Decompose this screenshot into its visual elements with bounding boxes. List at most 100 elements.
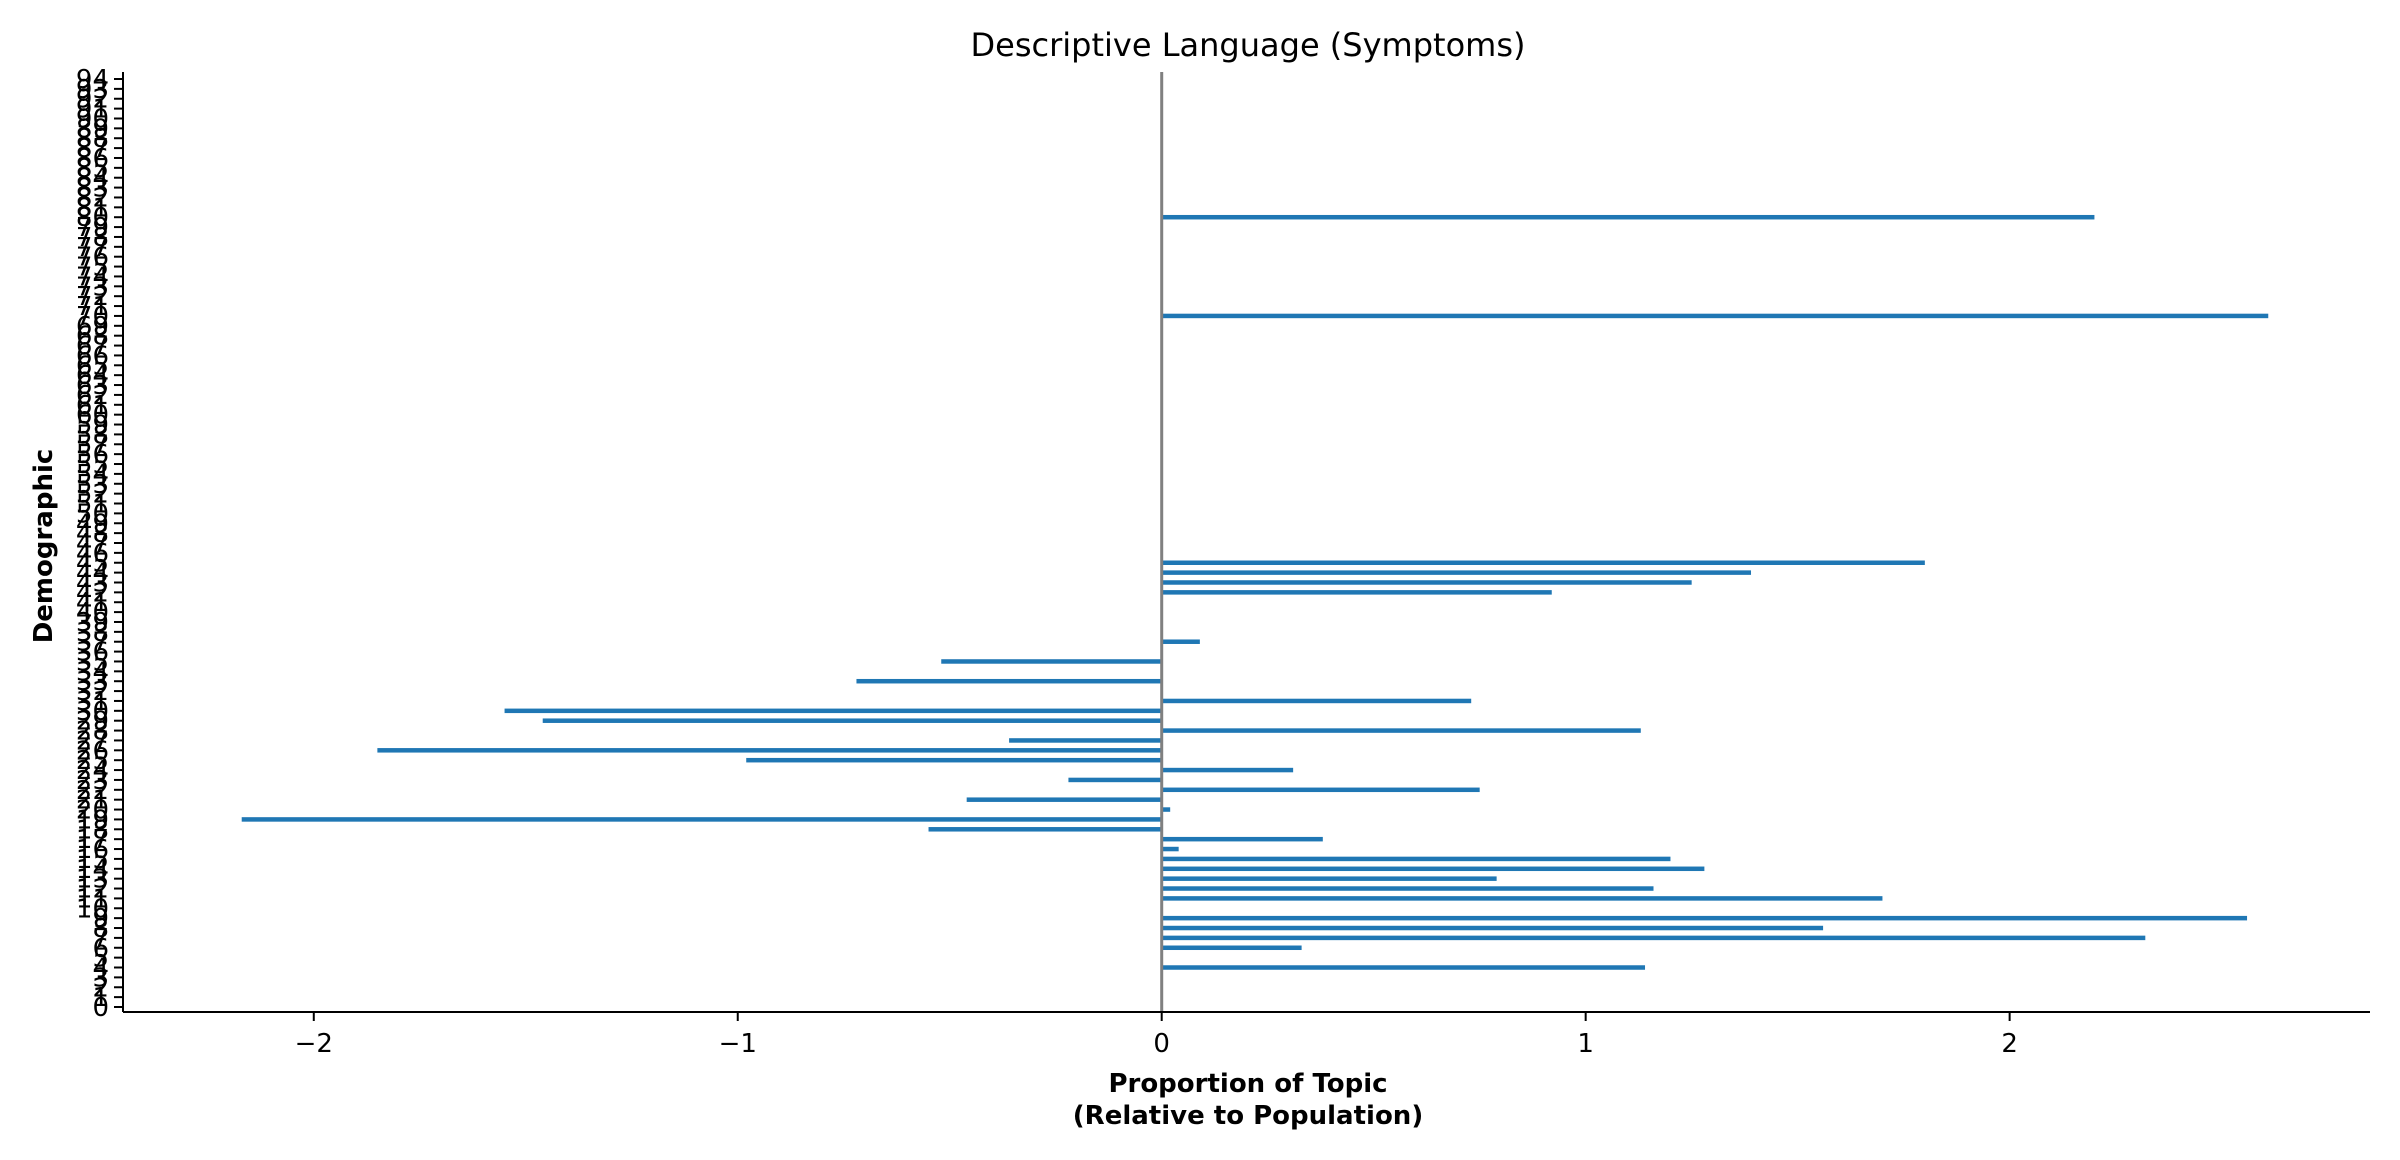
bar-80 xyxy=(1161,214,2095,220)
y-ticks-layer: 0123456789101112131415161718192021222324… xyxy=(76,65,123,1023)
y-tick-label: 33 xyxy=(76,667,109,697)
y-tick-label: 23 xyxy=(76,766,109,796)
y-tick-label: 13 xyxy=(76,865,109,895)
bar-8 xyxy=(1161,925,1824,931)
bar-44 xyxy=(1161,570,1752,575)
y-tick-label: 2 xyxy=(92,973,109,1003)
y-tick-label: 43 xyxy=(76,568,109,598)
y-tick-label: 24 xyxy=(76,756,109,786)
bar-27 xyxy=(1009,738,1162,743)
y-tick-label: 53 xyxy=(76,470,109,500)
y-tick-label: 89 xyxy=(76,114,109,144)
y-tick-label: 16 xyxy=(76,835,109,865)
bar-18 xyxy=(928,827,1162,832)
y-tick-label: 44 xyxy=(76,559,109,589)
y-tick-label: 62 xyxy=(76,381,109,411)
y-tick-label: 32 xyxy=(76,677,109,707)
x-axis-label-line-2: (Relative to Population) xyxy=(1073,1101,1423,1131)
chart-title: Descriptive Language (Symptoms) xyxy=(971,26,1526,64)
bar-35 xyxy=(941,659,1162,664)
y-tick-label: 57 xyxy=(76,430,109,460)
x-ticks-layer: −2 −1 0 1 2 xyxy=(295,1012,2018,1059)
y-tick-label: 92 xyxy=(76,85,109,115)
bar-4 xyxy=(1161,965,1646,970)
y-axis-label: Demographic xyxy=(29,449,59,644)
y-tick-label: 68 xyxy=(76,322,109,352)
y-tick-label: 3 xyxy=(92,963,109,993)
y-tick-label: 58 xyxy=(76,420,109,450)
bar-6 xyxy=(1161,945,1302,951)
y-tick-label: 31 xyxy=(76,687,109,717)
bar-20 xyxy=(1161,807,1171,812)
y-tick-label: 88 xyxy=(76,124,109,154)
y-tick-label: 29 xyxy=(76,707,109,737)
y-tick-label: 70 xyxy=(76,302,109,332)
y-tick-label: 15 xyxy=(76,845,109,875)
bar-14 xyxy=(1161,866,1705,872)
y-tick-label: 39 xyxy=(76,608,109,638)
y-tick-label: 28 xyxy=(76,717,109,747)
y-tick-label: 1 xyxy=(92,983,109,1013)
y-tick-label: 84 xyxy=(76,164,109,194)
y-tick-label: 93 xyxy=(76,75,109,105)
y-tick-label: 76 xyxy=(76,243,109,273)
x-tick-label: 0 xyxy=(1153,1029,1170,1059)
bars-layer xyxy=(241,214,2269,970)
y-tick-label: 55 xyxy=(76,450,109,480)
bar-31 xyxy=(1161,698,1472,704)
y-tick-label: 82 xyxy=(76,183,109,213)
y-tick-label: 54 xyxy=(76,460,109,490)
y-tick-label: 27 xyxy=(76,726,109,756)
bar-26 xyxy=(377,748,1162,753)
y-tick-label: 80 xyxy=(76,203,109,233)
y-tick-label: 90 xyxy=(76,104,109,134)
y-tick-label: 37 xyxy=(76,628,109,658)
y-tick-label: 40 xyxy=(76,598,109,628)
x-axis-label-line-1: Proportion of Topic xyxy=(1108,1069,1387,1099)
y-tick-label: 22 xyxy=(76,776,109,806)
y-tick-label: 11 xyxy=(76,884,109,914)
y-tick-label: 91 xyxy=(76,95,109,125)
y-tick-label: 47 xyxy=(76,529,109,559)
x-tick-label: −2 xyxy=(295,1029,333,1059)
y-tick-label: 34 xyxy=(76,657,109,687)
x-tick-label: 2 xyxy=(2001,1029,2018,1059)
y-tick-label: 67 xyxy=(76,332,109,362)
bar-11 xyxy=(1161,896,1883,901)
bar-17 xyxy=(1161,836,1323,842)
y-tick-label: 74 xyxy=(76,262,109,292)
y-tick-label: 85 xyxy=(76,154,109,184)
y-tick-label: 59 xyxy=(76,411,109,441)
y-tick-label: 20 xyxy=(76,796,109,826)
bar-15 xyxy=(1161,856,1671,862)
y-tick-label: 63 xyxy=(76,371,109,401)
y-tick-label: 81 xyxy=(76,193,109,223)
y-tick-label: 49 xyxy=(76,509,109,539)
y-tick-label: 79 xyxy=(76,213,109,243)
bar-24 xyxy=(1161,767,1294,773)
y-tick-label: 8 xyxy=(92,914,109,944)
y-tick-label: 73 xyxy=(76,272,109,302)
y-tick-label: 4 xyxy=(92,954,109,984)
y-tick-label: 25 xyxy=(76,746,109,776)
y-tick-label: 10 xyxy=(76,894,109,924)
y-tick-label: 19 xyxy=(76,805,109,835)
y-tick-label: 77 xyxy=(76,233,109,263)
y-tick-label: 6 xyxy=(92,934,109,964)
bar-21 xyxy=(966,797,1162,802)
y-tick-label: 65 xyxy=(76,351,109,381)
bar-23 xyxy=(1068,777,1162,783)
bar-7 xyxy=(1161,935,2146,941)
bar-13 xyxy=(1161,876,1497,881)
bar-16 xyxy=(1161,846,1179,852)
y-tick-label: 83 xyxy=(76,174,109,204)
bar-70 xyxy=(1161,313,2269,319)
y-tick-label: 94 xyxy=(76,65,109,95)
y-tick-label: 21 xyxy=(76,786,109,816)
y-tick-label: 52 xyxy=(76,480,109,510)
y-tick-label: 87 xyxy=(76,134,109,164)
y-tick-label: 14 xyxy=(76,855,109,885)
bar-19 xyxy=(241,817,1162,822)
bar-12 xyxy=(1161,886,1654,891)
y-tick-label: 38 xyxy=(76,618,109,648)
